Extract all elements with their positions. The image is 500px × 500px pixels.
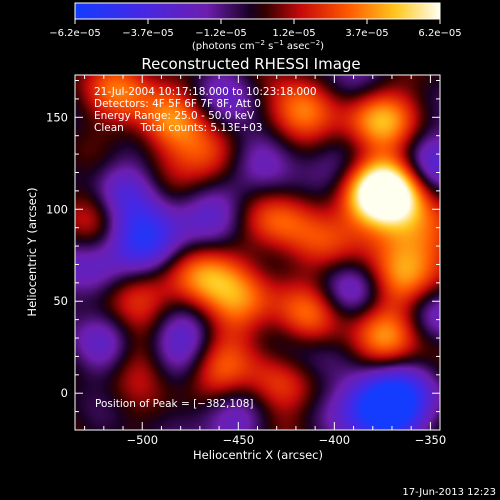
- annotation-clean-counts: Clean Total counts: 5.13E+03: [94, 122, 263, 134]
- y-tick-label: 150: [46, 110, 68, 124]
- units-exp: −2: [310, 39, 320, 47]
- date-stamp: 17-Jun-2013 12:23: [402, 487, 496, 498]
- colorbar-tick-label: 3.7e−05: [345, 28, 388, 39]
- peak-position-label: Position of Peak = [−382,108]: [95, 398, 254, 410]
- y-tick-label: 0: [61, 386, 68, 400]
- colorbar-tick-label: −1.2e−05: [195, 28, 247, 39]
- annotation-time-range: 21-Jul-2004 10:17:18.000 to 10:23:18.000: [94, 86, 317, 98]
- x-tick-label: −400: [319, 433, 351, 447]
- colorbar-frame: [74, 2, 441, 20]
- axis-tick-labels: −500 −450 −400 −350 0 50 100 150: [46, 110, 446, 447]
- colorbar-tick-label: −3.7e−05: [122, 28, 174, 39]
- colorbar: −6.2e−05 −3.7e−05 −1.2e−05 1.2e−05 3.7e−…: [49, 2, 462, 52]
- colorbar-ticks: [74, 19, 441, 24]
- colorbar-units: (photons cm−2 s−1 asec−2): [192, 39, 324, 52]
- axis-ticks: [75, 75, 440, 431]
- colorbar-tick-label: 6.2e−05: [418, 28, 461, 39]
- units-part: (photons cm: [192, 41, 255, 52]
- x-tick-label: −500: [126, 433, 158, 447]
- annotation-energy-range: Energy Range: 25.0 - 50.0 keV: [94, 110, 255, 122]
- colorbar-tick-label: −6.2e−05: [49, 28, 101, 39]
- colorbar-tick-label: 1.2e−05: [272, 28, 315, 39]
- annotation-detectors: Detectors: 4F 5F 6F 7F 8F, Att 0: [94, 98, 261, 110]
- y-axis-title: Heliocentric Y (arcsec): [25, 187, 39, 316]
- x-tick-label: −350: [415, 433, 447, 447]
- x-axis-title: Heliocentric X (arcsec): [193, 448, 323, 462]
- units-exp: −2: [255, 39, 265, 47]
- units-exp: −1: [273, 39, 283, 47]
- y-tick-label: 100: [46, 202, 68, 216]
- units-part: asec: [284, 41, 310, 52]
- x-tick-label: −450: [222, 433, 254, 447]
- heatmap-image: [75, 75, 440, 430]
- chart-title: Reconstructed RHESSI Image: [141, 55, 360, 73]
- units-part: ): [320, 41, 324, 52]
- colorbar-gradient: [75, 3, 440, 19]
- units-part: s: [265, 41, 273, 52]
- y-tick-label: 50: [53, 294, 68, 308]
